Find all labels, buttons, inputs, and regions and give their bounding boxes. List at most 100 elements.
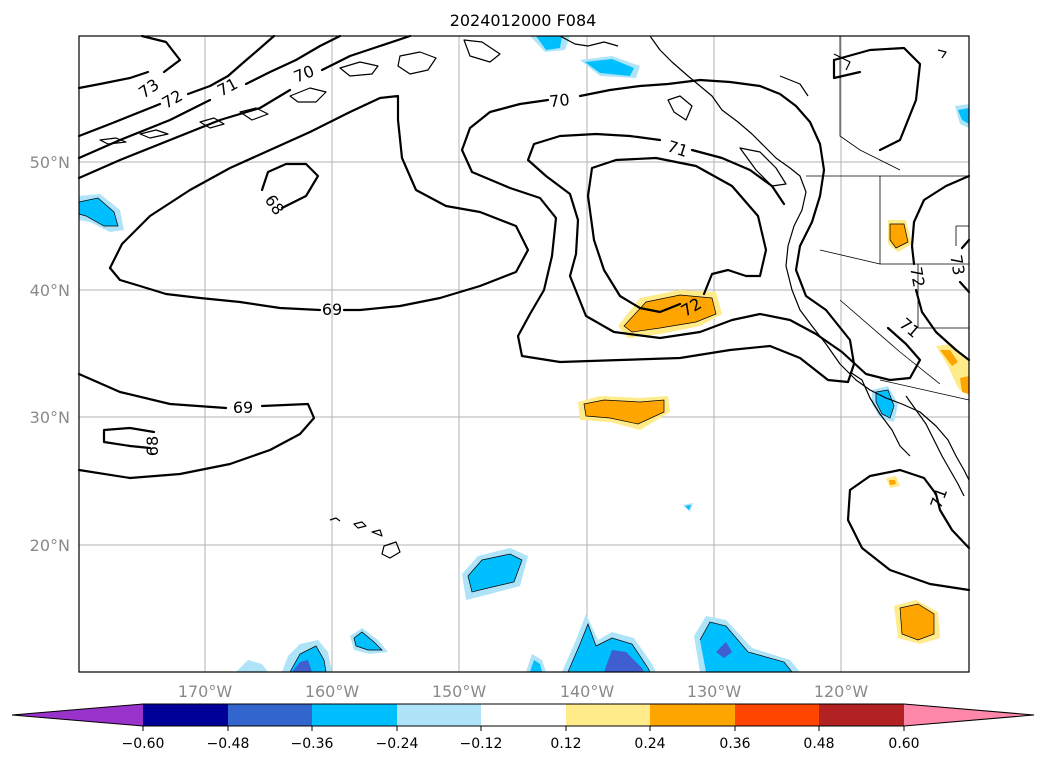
colorbar-bin-7: [650, 704, 735, 726]
contour-70-far-ne: [832, 46, 922, 152]
contour-73-nw-left: [77, 70, 150, 90]
contour-69-main-right: [108, 94, 530, 312]
inland-2: [833, 53, 851, 71]
fill-se-orange: [900, 604, 934, 640]
colorbar: −0.60 −0.48 −0.36 −0.24 −0.12 0.12 0.24 …: [11, 703, 1035, 752]
outline-30n: [583, 399, 665, 425]
outline-se: [899, 603, 935, 641]
ak-coast-9: [463, 39, 501, 63]
contour-72-center: [586, 156, 768, 314]
contour-72-east-top: [910, 174, 971, 266]
fill-center-orange: [624, 295, 716, 332]
fill-bl3-blue: [354, 632, 382, 650]
colorbar-label: 0.36: [719, 736, 750, 752]
contour-lines: [77, 34, 971, 592]
fill-bc3-blue: [700, 622, 792, 672]
outline-bl2: [289, 645, 327, 673]
contour-72-east-bottom: [914, 288, 971, 362]
contour-71-ne-tail: [690, 148, 786, 206]
gulf-california: [905, 395, 965, 497]
colorbar-under-triangle: [12, 704, 143, 726]
lon-tick-labels: 170°W 160°W 150°W 140°W 130°W 120°W: [178, 682, 869, 701]
fill-ak2-blue: [585, 59, 634, 76]
outline-bc2: [567, 623, 651, 673]
fill-bc1-blue: [530, 660, 542, 672]
coastlines: [99, 35, 970, 559]
fill-bl1-light-blue: [236, 660, 268, 672]
fill-17n-blue: [468, 554, 522, 592]
state-border-2: [917, 264, 969, 329]
outline-west: [78, 197, 119, 227]
contour-69-sw-right: [77, 402, 316, 480]
contour-70-nw-left: [77, 88, 292, 180]
graticule: [79, 36, 969, 672]
colorbar-label: 0.24: [634, 736, 665, 752]
fill-ne-blue: [958, 108, 969, 124]
fill-idaho-orange: [890, 224, 908, 248]
contour-70-nw-right: [320, 34, 412, 72]
contour-72-nw-left: [77, 102, 162, 138]
lon-label-140w: 140°W: [560, 682, 615, 701]
contour-70-far-ne-tail: [832, 58, 862, 80]
lat-tick-labels: 50°N 40°N 30°N 20°N: [30, 153, 70, 555]
outline-bl3: [353, 631, 383, 651]
inland-1: [779, 75, 809, 97]
outline-idaho: [889, 223, 909, 249]
ak-coast-1: [559, 35, 619, 47]
contour-72-nw-right: [186, 34, 276, 96]
anomaly-fills: [79, 36, 969, 672]
ak-coast-5: [239, 107, 269, 121]
fill-25n-orange: [889, 480, 896, 485]
hawaii-3: [371, 529, 383, 537]
lat-label-50n: 50°N: [30, 153, 70, 172]
contour-69-sw-left: [77, 372, 228, 410]
outline-17n: [467, 553, 523, 593]
contour-68-sw: [102, 426, 156, 450]
fill-outlines: [78, 197, 935, 673]
na-coastline: [649, 35, 970, 481]
contour-label-69-mid: 69: [322, 300, 342, 319]
lon-label-120w: 120°W: [814, 682, 869, 701]
colorbar-ticks: [142, 726, 905, 731]
ak-coast-4: [289, 87, 327, 103]
lon-label-160w: 160°W: [305, 682, 360, 701]
colorbar-bin-8: [735, 704, 819, 726]
colorbar-bin-4: [397, 704, 481, 726]
inland-3: [937, 49, 947, 59]
contour-label-72-east: 72: [906, 265, 928, 288]
outline-center: [623, 294, 717, 333]
contour-69-main-left: [108, 266, 322, 312]
hawaii-big-island: [381, 541, 401, 559]
political-borders: [806, 36, 970, 401]
colorbar-bin-6: [566, 704, 650, 726]
fill-bl2-dark-blue: [292, 660, 312, 672]
fill-bc3-dark-blue: [716, 642, 732, 658]
ak-coast-7: [139, 129, 169, 139]
lat-label-20n: 20°N: [30, 536, 70, 555]
colorbar-bin-1: [143, 704, 228, 726]
canada-border: [839, 36, 901, 171]
state-border-4: [839, 299, 941, 385]
us-mexico-border: [879, 379, 970, 401]
colorbar-bin-9: [819, 704, 904, 726]
contour-label-70-ne: 70: [548, 90, 570, 111]
colorbar-over-triangle: [904, 704, 1034, 726]
ak-coast-8: [99, 137, 127, 145]
lon-label-130w: 130°W: [687, 682, 742, 701]
contour-71-nw-left: [77, 98, 212, 160]
map-background: [79, 36, 969, 672]
colorbar-label: 0.48: [803, 736, 834, 752]
colorbar-label: −0.12: [460, 736, 503, 752]
contour-71-nw-right: [244, 34, 342, 86]
baja-west: [849, 371, 911, 457]
contour-label-69-sw: 69: [233, 398, 253, 417]
colorbar-label: −0.36: [291, 736, 334, 752]
contour-label-73-east: 73: [946, 253, 968, 276]
state-border-3: [819, 249, 881, 265]
hawaii-2: [353, 521, 367, 529]
outline-baja: [875, 389, 895, 419]
map-frame: [78, 35, 970, 673]
fill-23n-blue: [685, 505, 691, 510]
contour-73-nw-right: [140, 34, 182, 74]
